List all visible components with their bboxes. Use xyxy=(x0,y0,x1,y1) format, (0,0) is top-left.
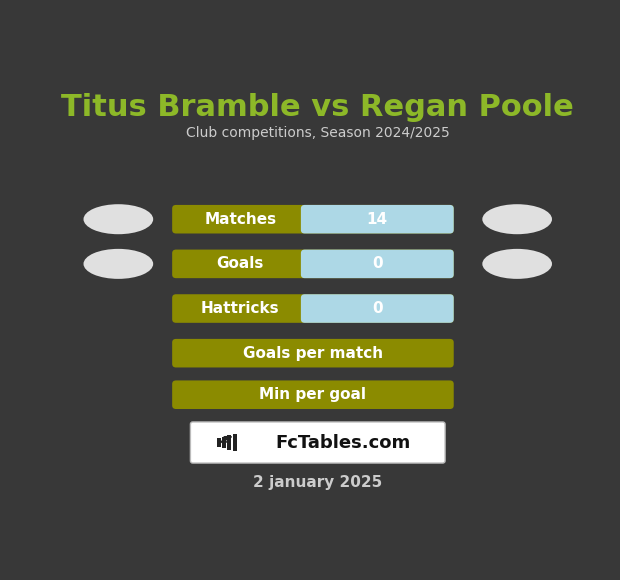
Text: Titus Bramble vs Regan Poole: Titus Bramble vs Regan Poole xyxy=(61,93,574,122)
Ellipse shape xyxy=(482,204,552,234)
Text: 0: 0 xyxy=(372,301,383,316)
FancyBboxPatch shape xyxy=(301,294,454,323)
Ellipse shape xyxy=(482,249,552,279)
Text: Goals per match: Goals per match xyxy=(243,346,383,361)
FancyBboxPatch shape xyxy=(301,205,454,234)
FancyBboxPatch shape xyxy=(172,205,454,234)
Bar xyxy=(228,435,231,450)
FancyBboxPatch shape xyxy=(190,422,445,463)
Ellipse shape xyxy=(84,249,153,279)
Text: Matches: Matches xyxy=(205,212,277,227)
Text: 0: 0 xyxy=(372,256,383,271)
Text: Min per goal: Min per goal xyxy=(259,387,366,402)
Text: Goals: Goals xyxy=(216,256,264,271)
FancyBboxPatch shape xyxy=(172,339,454,368)
FancyBboxPatch shape xyxy=(172,294,454,323)
Bar xyxy=(232,434,237,451)
FancyBboxPatch shape xyxy=(172,380,454,409)
Ellipse shape xyxy=(84,204,153,234)
Bar xyxy=(222,437,226,448)
Text: 2 january 2025: 2 january 2025 xyxy=(253,475,383,490)
Text: 14: 14 xyxy=(367,212,388,227)
Bar xyxy=(217,438,221,447)
FancyBboxPatch shape xyxy=(301,249,454,278)
FancyBboxPatch shape xyxy=(172,249,454,278)
Text: Club competitions, Season 2024/2025: Club competitions, Season 2024/2025 xyxy=(186,126,450,140)
Text: Hattricks: Hattricks xyxy=(201,301,280,316)
Text: FcTables.com: FcTables.com xyxy=(275,433,410,451)
